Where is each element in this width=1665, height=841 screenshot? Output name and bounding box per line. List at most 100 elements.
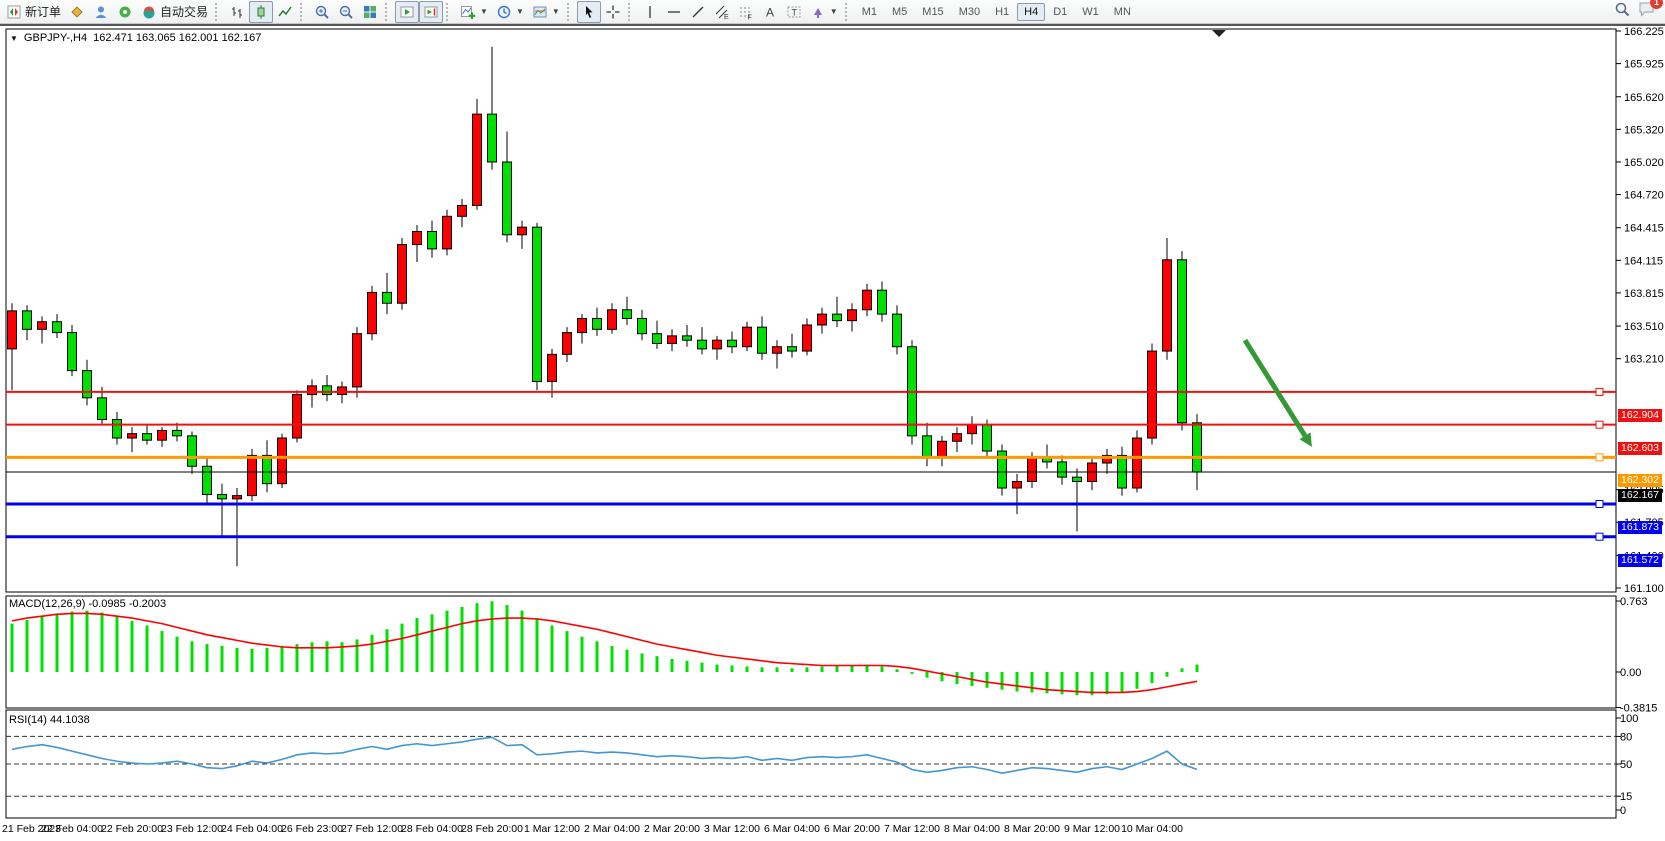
autotrading-button[interactable]: 自动交易 [137,1,212,23]
fibonacci-button[interactable]: F [734,1,758,23]
arrows-button[interactable]: ▼ [806,1,842,23]
line-chart-button[interactable] [273,1,297,23]
svg-text:163.815: 163.815 [1624,288,1664,300]
timeframe-button-w1[interactable]: W1 [1082,5,1099,18]
time-label: 28 Feb 20:00 [461,823,523,835]
timeframe-button-d1[interactable]: D1 [1053,5,1068,18]
autoscroll-button[interactable] [395,0,420,23]
shift-chart-button[interactable] [419,0,444,23]
bar-chart-icon [229,4,245,20]
svg-text:164.415: 164.415 [1624,223,1664,235]
timeframe-button-h1[interactable]: H1 [995,5,1010,18]
new-order-button[interactable]: 新订单 [2,1,65,23]
timeframe-button-h4[interactable]: H4 [1017,2,1046,21]
zoom-out-icon [338,4,354,20]
periods-button[interactable]: ▼ [492,1,528,23]
zoom-in-button[interactable] [310,1,334,23]
annotation-arrow[interactable] [1242,338,1308,438]
line-handle[interactable] [1595,387,1604,396]
timeframe-toolbar: M1 M5 M15 M30 H1 H4 D1 W1 MN [855,2,1138,21]
chat-button[interactable]: 1 [1637,0,1663,23]
indicators-button[interactable]: ▼ [456,1,492,23]
timeframe-button-mn[interactable]: MN [1113,5,1131,18]
vertical-line-icon [642,4,658,20]
zoom-in-icon [314,4,330,20]
toolbar-grip [627,2,635,21]
svg-text:E: E [724,14,729,20]
svg-text:166.225: 166.225 [1624,26,1664,38]
rsi-indicator [6,735,1616,797]
crosshair-button[interactable] [601,1,625,23]
line-handle[interactable] [1595,499,1604,508]
time-label: 7 Mar 12:00 [883,823,941,835]
text-button[interactable]: A [758,1,782,23]
quotes-icon [69,4,85,20]
profile-button[interactable] [89,1,113,23]
crosshair-icon [605,4,621,20]
annotation-arrow-head [1299,432,1312,447]
candlestick-button[interactable] [249,0,274,23]
svg-text:164.115: 164.115 [1624,255,1663,267]
quotes-button[interactable] [65,1,89,23]
time-label: 2 Mar 20:00 [643,823,701,835]
templates-button[interactable]: ▼ [528,1,564,23]
line-handle[interactable] [1595,453,1604,462]
signals-button[interactable] [113,1,137,23]
timeframe-button-m5[interactable]: M5 [892,5,908,18]
toolbar: 新订单 自动交易 ▼ ▼ ▼ E F A T ▼ M1 M5 M15 M30 H1 H4 D… [0,0,1665,24]
tile-windows-button[interactable] [358,1,382,23]
time-label: 26 Feb 23:00 [281,823,343,835]
price-chart[interactable]: 166.225 165.925 165.620 165.320 165.020 164.7… [0,26,1665,822]
channel-button[interactable]: E [710,1,734,23]
svg-text:0.763: 0.763 [1620,596,1648,608]
bar-chart-button[interactable] [225,1,249,23]
svg-text:164.720: 164.720 [1624,190,1664,202]
price-badge-161.873: 161.873 [1618,520,1662,534]
toolbar-grip [446,2,453,21]
new-order-icon [6,4,22,20]
new-order-label: 新订单 [25,5,62,19]
search-icon[interactable] [1613,0,1631,23]
line-chart-icon [277,4,293,20]
svg-text:163.510: 163.510 [1624,321,1664,333]
macd-panel-border [5,595,1617,709]
time-axis[interactable]: 21 Feb 2023 22 Feb 04:00 22 Feb 20:00 23 Fe… [0,820,1620,840]
candlestick-icon [253,4,269,20]
line-handle[interactable] [1595,420,1604,429]
chevron-down-icon: ▼ [515,7,524,16]
time-label: 24 Feb 04:00 [221,823,283,835]
macd-label: MACD(12,26,9) -0.0985 -0.2003 [9,598,167,610]
svg-text:165.925: 165.925 [1624,59,1664,71]
chart-window[interactable]: ▼ GBPJPY-,H4 162.471 163.065 162.001 162… [0,24,1665,841]
symbol-period-label: GBPJPY-,H4 [23,32,88,44]
time-label: 2 Mar 04:00 [583,823,641,835]
svg-text:165.020: 165.020 [1624,157,1664,169]
trendline-icon [690,4,706,20]
shift-marker[interactable] [1212,30,1226,37]
time-label: 27 Feb 12:00 [341,823,403,835]
toolbar-grip [844,2,852,21]
tile-windows-icon [362,4,378,20]
svg-text:15: 15 [1620,791,1632,803]
label-button[interactable]: T [782,1,806,23]
price-badge-162.302: 162.302 [1618,474,1662,488]
toolbar-grip [215,2,222,21]
timeframe-button-m30[interactable]: M30 [958,5,981,18]
zoom-out-button[interactable] [334,1,358,23]
chevron-down-icon: ▼ [829,7,838,16]
timeframe-button-m1[interactable]: M1 [861,5,877,18]
horizontal-line-button[interactable] [662,1,686,23]
svg-text:-0.3815: -0.3815 [1620,702,1657,714]
chevron-down-icon: ▼ [551,7,560,16]
chevron-down-icon: ▼ [480,7,488,16]
rsi-label: RSI(14) 44.1038 [9,714,90,726]
window-menu-icon[interactable]: ▼ [10,33,18,43]
vertical-line-button[interactable] [638,1,662,23]
cursor-button[interactable] [576,0,601,23]
svg-text:50: 50 [1620,759,1632,771]
trendline-button[interactable] [686,1,710,23]
timeframe-button-m15[interactable]: M15 [922,5,944,18]
line-handle[interactable] [1595,532,1604,541]
shift-chart-icon [423,4,439,20]
svg-text:0: 0 [1620,805,1626,817]
